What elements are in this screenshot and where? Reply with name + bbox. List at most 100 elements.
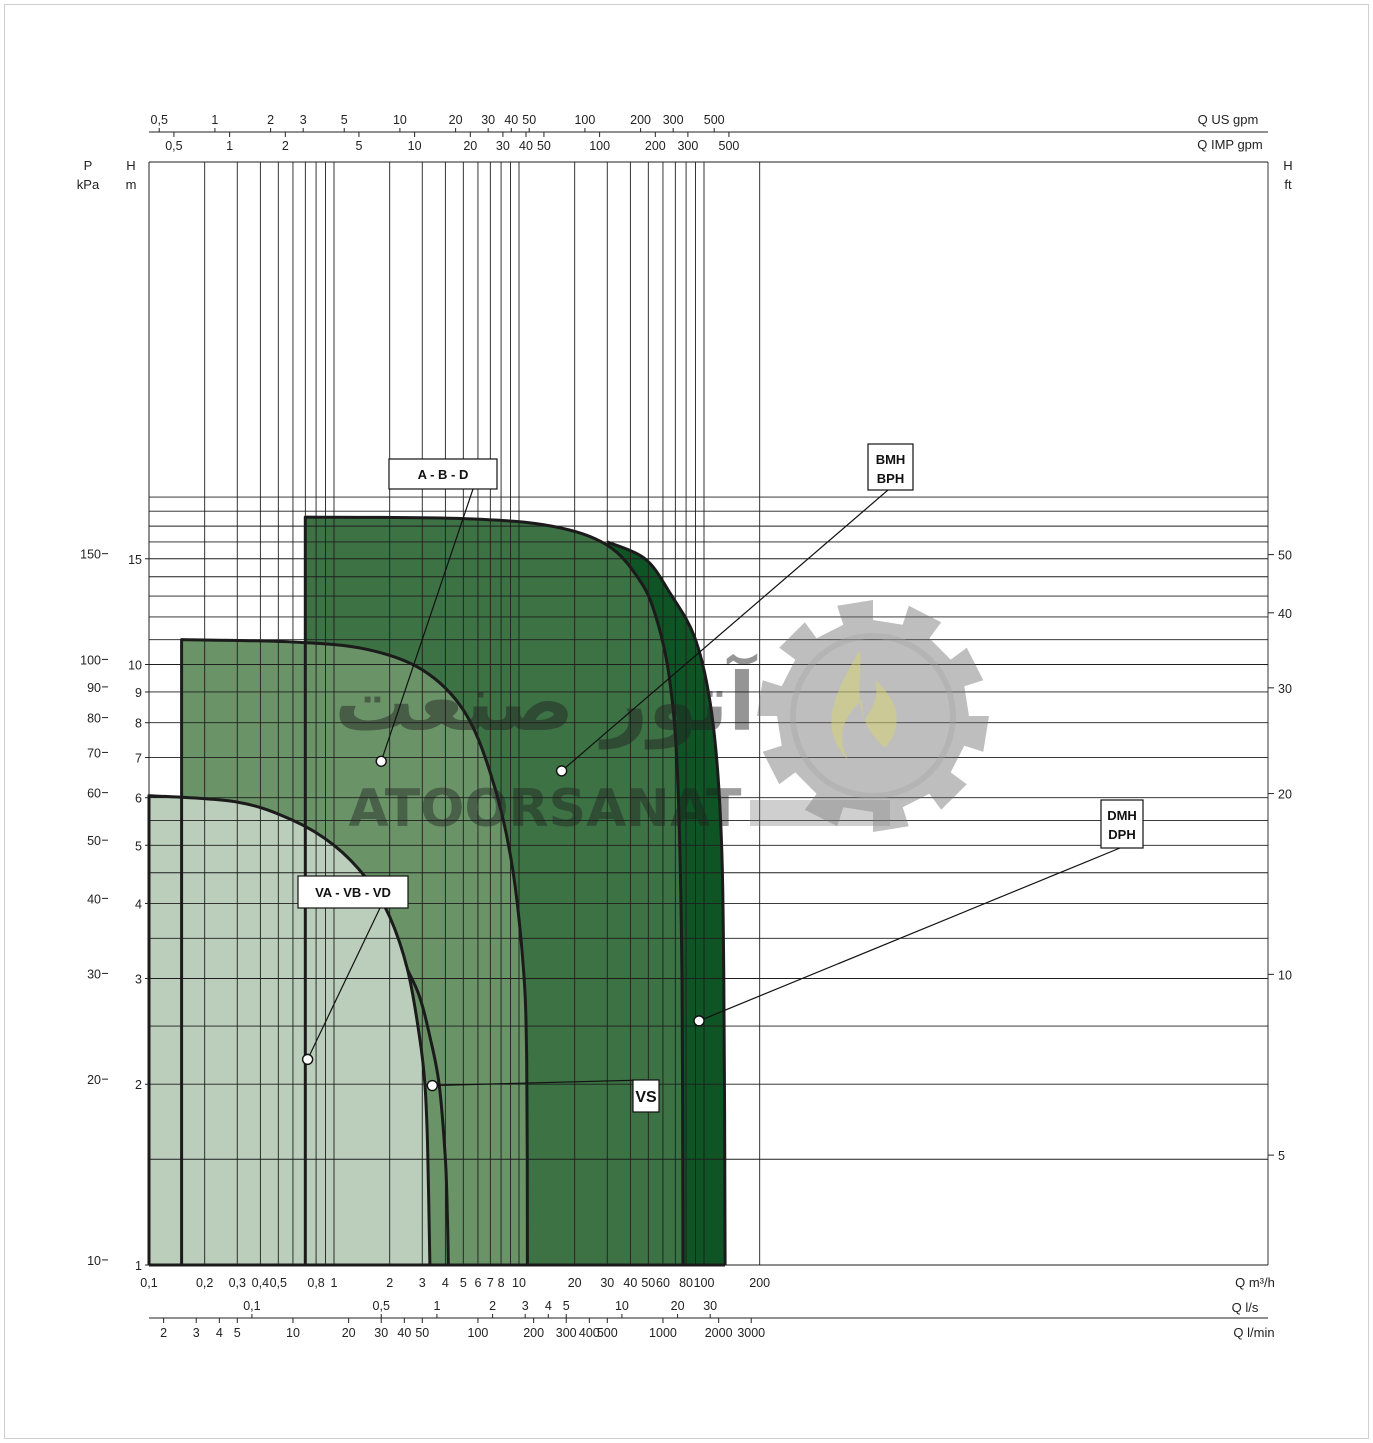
tick-label: 30 — [481, 113, 495, 127]
tick-label: 200 — [630, 113, 651, 127]
axis-unit-kpa: kPa — [77, 177, 100, 192]
tick-label: 9 — [135, 686, 142, 700]
tick-label: 60 — [656, 1276, 670, 1290]
callout-leader — [307, 907, 381, 1060]
tick-label: 5 — [460, 1276, 467, 1290]
watermark-ring — [790, 633, 956, 799]
tick-label: 0,5 — [270, 1276, 287, 1290]
tick-label: 10 — [128, 659, 142, 673]
tick-label: 80 — [87, 712, 101, 726]
tick-label: 200 — [523, 1326, 544, 1340]
callout-point — [426, 1079, 439, 1092]
callout-label: BPH — [877, 471, 904, 486]
callout-point — [375, 755, 387, 767]
tick-label: 80 — [679, 1276, 693, 1290]
tick-label: 0,2 — [196, 1276, 213, 1290]
axis-unit-m: m — [126, 177, 137, 192]
tick-label: 5 — [1278, 1149, 1285, 1163]
outline-0 — [606, 540, 727, 1266]
callout-label: VA - VB - VD — [315, 885, 391, 900]
tick-label: 2 — [386, 1276, 393, 1290]
tick-label: 0,3 — [229, 1276, 246, 1290]
callout-box — [297, 875, 409, 909]
tick-label: 10 — [87, 1254, 101, 1268]
tick-label: 30 — [87, 967, 101, 981]
tick-label: 5 — [355, 139, 362, 153]
tick-label: 40 — [1278, 607, 1292, 621]
tick-label: 30 — [703, 1299, 717, 1313]
tick-label: 2 — [282, 139, 289, 153]
axis-unit-ft: ft — [1284, 177, 1292, 192]
tick-label: 15 — [128, 553, 142, 567]
tick-label: 0,4 — [252, 1276, 269, 1290]
callout-box — [1100, 799, 1144, 849]
tick-label: 2 — [135, 1078, 142, 1092]
tick-label: 40 — [87, 892, 101, 906]
tick-label: 200 — [645, 139, 666, 153]
tick-label: 2 — [267, 113, 274, 127]
tick-label: 40 — [397, 1326, 411, 1340]
outline-3 — [147, 794, 432, 1266]
axis-unit-h-m: H — [126, 158, 135, 173]
axis-unit-lmin: Q l/min — [1233, 1325, 1274, 1340]
tick-label: 30 — [1278, 682, 1292, 696]
axis-unit-imp-gpm: Q IMP gpm — [1197, 137, 1263, 152]
tick-label: 10 — [615, 1299, 629, 1313]
tick-label: 500 — [719, 139, 740, 153]
tick-label: 3 — [300, 113, 307, 127]
tick-label: 6 — [135, 792, 142, 806]
tick-label: 50 — [87, 834, 101, 848]
area-3 — [149, 795, 430, 1265]
tick-label: 50 — [641, 1276, 655, 1290]
curve-outlines — [147, 515, 727, 1267]
tick-label: 7 — [487, 1276, 494, 1290]
callout-leader — [432, 1079, 645, 1087]
tick-label: 100 — [574, 113, 595, 127]
tick-label: 0,1 — [140, 1276, 157, 1290]
axis-unit-ls: Q l/s — [1232, 1300, 1259, 1315]
tick-label: 1 — [331, 1276, 338, 1290]
tick-label: 1 — [135, 1259, 142, 1273]
tick-label: 300 — [663, 113, 684, 127]
tick-label: 20 — [449, 113, 463, 127]
tick-label: 1 — [226, 139, 233, 153]
tick-label: 7 — [135, 752, 142, 766]
tick-label: 8 — [135, 717, 142, 731]
tick-label: 3000 — [737, 1326, 765, 1340]
tick-label: 30 — [496, 139, 510, 153]
tick-label: 500 — [597, 1326, 618, 1340]
tick-label: 5 — [341, 113, 348, 127]
tick-label: 20 — [342, 1326, 356, 1340]
tick-label: 300 — [677, 139, 698, 153]
tick-label: 5 — [135, 839, 142, 853]
callout-leader — [698, 847, 1121, 1022]
tick-label: 30 — [374, 1326, 388, 1340]
grid — [148, 161, 1269, 1266]
callout-point — [693, 1015, 705, 1027]
callout-point — [555, 765, 568, 777]
tick-label: 100 — [694, 1276, 715, 1290]
tick-label: 40 — [623, 1276, 637, 1290]
callout-label: DPH — [1108, 827, 1135, 842]
tick-label: 10 — [393, 113, 407, 127]
tick-label: 8 — [498, 1276, 505, 1290]
callout-point — [301, 1053, 314, 1066]
callout-label: VS — [635, 1089, 657, 1106]
callout-box — [388, 458, 498, 490]
watermark: آتور صنعت ATOORSANAT — [334, 600, 989, 839]
tick-label: 20 — [671, 1299, 685, 1313]
tick-label: 50 — [537, 139, 551, 153]
watermark-persian: آتور صنعت — [334, 653, 757, 750]
axes: 0,1 0,2 0,3 0,4 0,5 0,8 1 2 3 4 5 6 7 8 10 20 30 40 50 60 80… — [77, 112, 1293, 1340]
tick-label: 400 — [579, 1326, 600, 1340]
axis-unit-h-ft: H — [1283, 158, 1292, 173]
tick-label: 20 — [1278, 788, 1292, 802]
outline-1 — [303, 515, 685, 1266]
tick-label: 20 — [87, 1073, 101, 1087]
tick-label: 50 — [522, 113, 536, 127]
tick-label: 0,8 — [307, 1276, 324, 1290]
tick-label: 3 — [135, 972, 142, 986]
tick-label: 10 — [408, 139, 422, 153]
tick-label: 4 — [442, 1276, 449, 1290]
